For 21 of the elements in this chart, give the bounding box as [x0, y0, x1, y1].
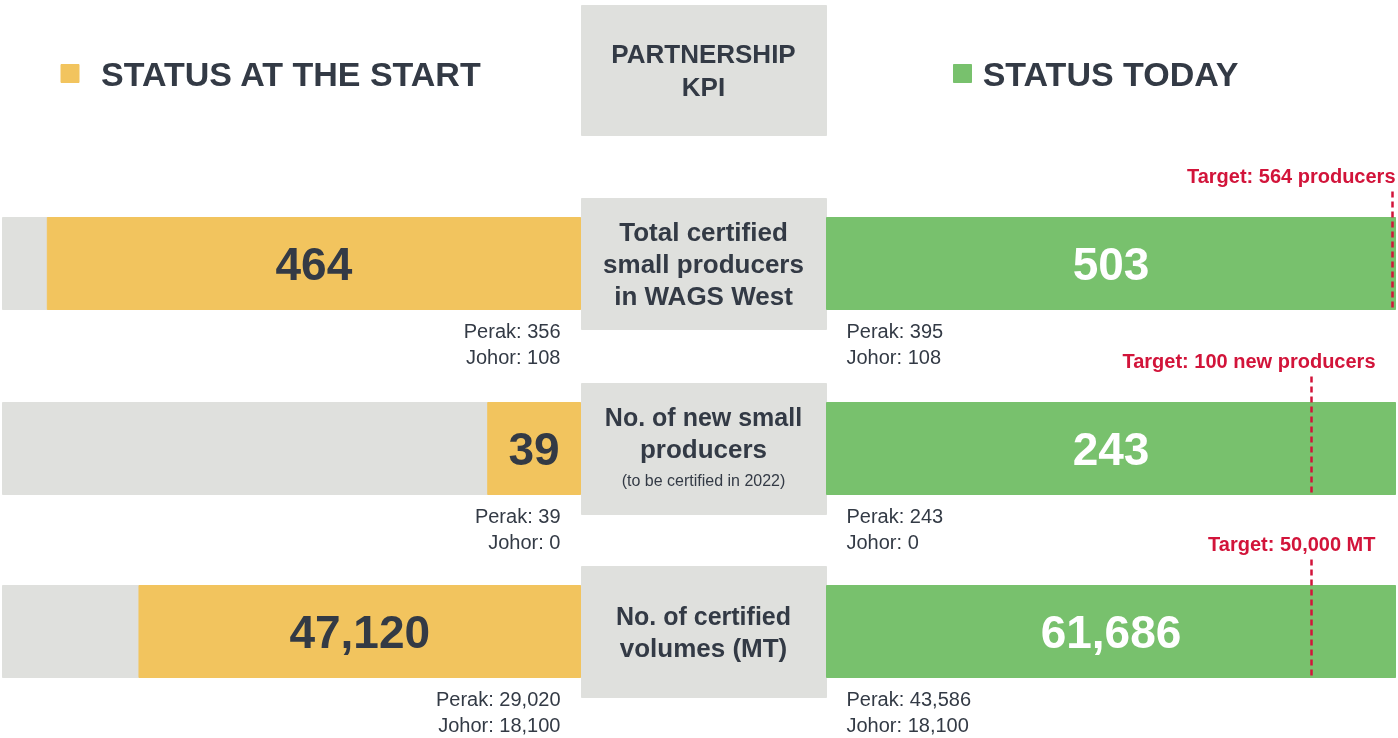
data-label: 39 [508, 422, 560, 475]
category-label: Total certified small producers in WAGS West [603, 216, 804, 311]
text: Perak: 356 Johor: 108 [463, 319, 561, 368]
data-label: 47,120 [289, 605, 431, 658]
text: Target: 50,000 MT [1208, 532, 1376, 555]
data-label: 61,686 [1040, 605, 1182, 658]
category-label: No. of certified volumes (MT) [615, 601, 792, 663]
data-label: 503 [1072, 237, 1150, 290]
text: Perak: 243 Johor: 0 [846, 504, 944, 553]
text: PARTNERSHIP KPI [611, 39, 796, 102]
legend-label: STATUS TODAY [982, 54, 1239, 93]
text: Perak: 43,586 Johor: 18,100 [846, 687, 972, 736]
text: Perak: 395 Johor: 108 [846, 319, 944, 368]
text: Target: 564 producers [1186, 164, 1396, 187]
text: Target: 100 new producers [1122, 349, 1376, 372]
legend-label: STATUS AT THE START [101, 54, 481, 93]
data-label: 243 [1072, 422, 1150, 475]
data-label: 464 [275, 237, 353, 290]
category-label: No. of new small producers (to be certified in 2022) [604, 402, 803, 489]
text: Perak: 29,020 Johor: 18,100 [435, 687, 561, 736]
text: Perak: 39 Johor: 0 [474, 504, 561, 553]
